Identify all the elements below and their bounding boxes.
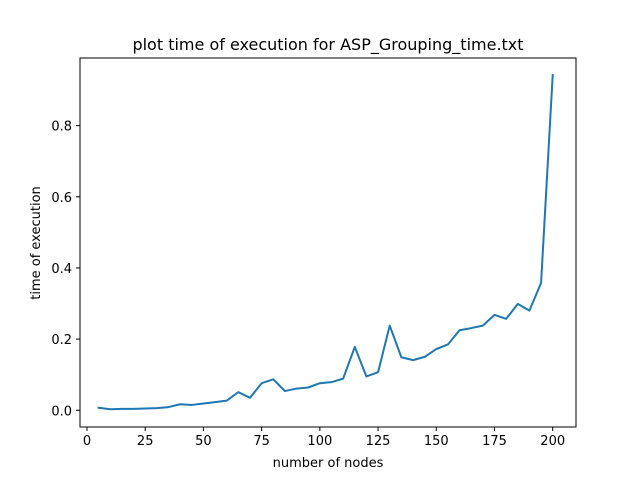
x-tick-label: 50: [195, 434, 212, 449]
y-axis-label: time of execution: [29, 186, 44, 300]
x-tick-label: 200: [540, 434, 565, 449]
series-line: [97, 74, 554, 411]
x-tick-label: 25: [137, 434, 154, 449]
y-tick-label: 0.8: [51, 120, 72, 135]
y-axis-ticks: 0.0 0.2 0.4 0.6 0.8: [51, 120, 80, 419]
x-tick-label: 100: [307, 434, 332, 449]
x-axis-ticks: 0 25 50 75 100 125 150 175 200: [83, 427, 565, 449]
plot-area: [79, 57, 577, 428]
x-tick-label: 175: [482, 434, 507, 449]
y-tick-label: 0.2: [51, 333, 72, 348]
x-tick-label: 150: [424, 434, 449, 449]
x-tick-label: 75: [253, 434, 270, 449]
y-tick-label: 0.6: [51, 191, 72, 206]
x-tick-label: 125: [366, 434, 391, 449]
x-tick-label: 0: [83, 434, 91, 449]
chart-title: plot time of execution for ASP_Grouping_…: [132, 35, 523, 55]
y-tick-label: 0.4: [51, 262, 72, 277]
y-tick-label: 0.0: [51, 404, 72, 419]
axes-frame: [79, 57, 577, 428]
x-axis-label: number of nodes: [273, 456, 384, 471]
